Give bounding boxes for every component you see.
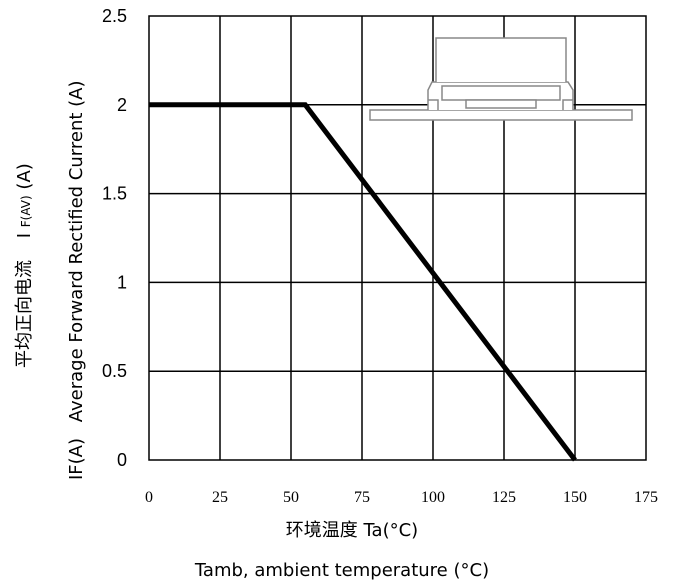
y-tick-labels: 0 0.5 1 1.5 2 2.5	[102, 6, 127, 470]
x-axis-label: 环境温度 Ta(°C)	[286, 520, 418, 541]
smd-diode-package-icon	[369, 37, 633, 121]
grid-lines	[149, 16, 646, 460]
y-axis-label: IF(A) Average Forward Rectified Current …	[66, 81, 87, 480]
y-tick-label: 0.5	[102, 361, 127, 381]
x-tick-label: 125	[492, 489, 516, 506]
y-axis-label-chinese: 平均正向电流	[14, 260, 35, 368]
plot-frame	[148, 15, 647, 461]
y-axis-label-symbol-unit: (A)	[14, 163, 35, 189]
y-tick-label: 2.5	[102, 6, 127, 26]
y-tick-label: 0	[117, 450, 127, 470]
y-axis-label-prefix: IF(A)	[66, 438, 87, 480]
svg-text:平均正向电流 I F(AV): 平均正向电流 I F(AV) (A)	[14, 163, 35, 368]
x-axis-label-secondary: Tamb, ambient temperature (°C)	[194, 560, 489, 581]
x-tick-label: 0	[145, 489, 153, 506]
y-axis-label-symbol: I	[14, 233, 35, 238]
x-tick-label: 50	[283, 489, 299, 506]
x-tick-label: 100	[421, 489, 445, 506]
x-tick-label: 75	[354, 489, 370, 506]
x-tick-labels: 0 25 50 75 100 125 150 175	[145, 489, 658, 506]
x-tick-label: 175	[634, 489, 658, 506]
x-tick-label: 150	[563, 489, 587, 506]
series-line	[149, 102, 577, 462]
y-tick-label: 1.5	[102, 184, 127, 204]
y-axis-label-english: Average Forward Rectified Current (A)	[66, 81, 87, 423]
y-axis-label-symbol-sub: F(AV)	[19, 195, 33, 227]
y-axis-label-chinese-group: 平均正向电流 I F(AV) (A)	[14, 163, 35, 368]
x-tick-label: 25	[212, 489, 228, 506]
svg-text:IF(A) Average Forward Re: IF(A) Average Forward Rectified Current …	[66, 81, 87, 480]
y-tick-label: 2	[117, 95, 127, 115]
y-tick-label: 1	[117, 272, 127, 292]
